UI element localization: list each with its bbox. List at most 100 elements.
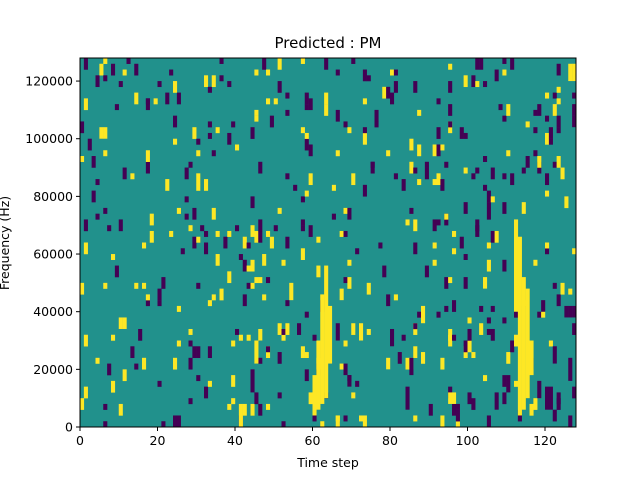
heatmap-cell <box>490 230 495 243</box>
heatmap-cell <box>494 69 499 82</box>
heatmap-cell <box>409 357 414 376</box>
heatmap-cell <box>331 213 336 220</box>
heatmap-cell <box>308 98 313 111</box>
heatmap-cell <box>486 190 491 203</box>
heatmap-cell <box>196 184 201 191</box>
heatmap-cell <box>335 150 340 157</box>
y-tick-label: 0 <box>65 420 73 435</box>
heatmap-cell <box>335 69 340 76</box>
heatmap-cell <box>246 242 251 249</box>
heatmap-cell <box>502 115 507 122</box>
heatmap-cell <box>304 92 309 105</box>
x-axis-label: Time step <box>296 455 359 470</box>
heatmap-cell <box>258 277 263 284</box>
heatmap-cell <box>153 98 158 105</box>
heatmap-cell <box>343 230 348 237</box>
heatmap-cell <box>211 207 216 220</box>
heatmap-cell <box>196 282 201 289</box>
heatmap-cell <box>145 98 150 105</box>
heatmap-cell <box>262 294 267 301</box>
heatmap-cell <box>285 109 290 116</box>
heatmap-cell <box>176 415 181 427</box>
heatmap-cell <box>196 138 201 145</box>
heatmap-cell <box>304 352 309 359</box>
heatmap-cell <box>479 305 484 312</box>
heatmap-cell <box>99 63 104 76</box>
heatmap-cell <box>145 294 150 301</box>
heatmap-cell <box>529 340 534 376</box>
heatmap-cell <box>300 196 305 203</box>
heatmap-cell <box>545 115 550 122</box>
heatmap-cell <box>103 207 108 214</box>
heatmap-cell <box>242 259 247 272</box>
heatmap-cell <box>502 58 507 64</box>
heatmap-cell <box>440 415 445 428</box>
heatmap-cell <box>386 150 391 157</box>
heatmap-cell <box>436 219 441 226</box>
heatmap-cell <box>386 294 391 307</box>
heatmap-cell <box>444 213 449 220</box>
heatmap-cell <box>204 179 209 191</box>
heatmap-cell <box>269 236 274 249</box>
heatmap-cell <box>277 352 282 364</box>
heatmap-cell <box>514 219 519 312</box>
x-tick-label: 120 <box>533 433 557 448</box>
heatmap-cell <box>545 190 550 197</box>
heatmap-cell <box>452 403 457 416</box>
heatmap-cell <box>452 300 457 312</box>
heatmap-cell <box>324 104 329 116</box>
heatmap-cell <box>552 409 557 422</box>
heatmap-cell <box>281 421 286 428</box>
heatmap-cell <box>514 380 519 387</box>
heatmap-cell <box>568 357 573 381</box>
heatmap-cell <box>347 207 352 220</box>
heatmap-cell <box>343 340 348 347</box>
heatmap-cell <box>107 225 112 232</box>
heatmap-cell <box>258 230 263 243</box>
y-axis-label: Frequency (Hz) <box>0 196 12 290</box>
heatmap-cell <box>452 334 457 341</box>
heatmap-cell <box>118 219 123 232</box>
y-axis: 0 20000 40000 60000 80000 100000 120000 <box>25 74 80 435</box>
heatmap-cell <box>83 386 88 399</box>
heatmap-cell <box>525 121 530 128</box>
heatmap-cell <box>145 161 150 174</box>
heatmap-cell <box>227 132 232 145</box>
heatmap-cell <box>552 282 557 289</box>
heatmap-cell <box>184 167 189 180</box>
heatmap-cell <box>572 323 577 335</box>
heatmap-cell <box>324 58 329 70</box>
heatmap-cell <box>556 294 561 307</box>
heatmap-cell <box>455 421 460 428</box>
heatmap-cell <box>483 277 488 289</box>
heatmap-cell <box>475 219 480 232</box>
heatmap-cell <box>390 69 395 76</box>
heatmap-cell <box>83 242 88 255</box>
heatmap-cell <box>258 403 263 416</box>
heatmap-cell <box>393 81 398 93</box>
heatmap-cell <box>246 334 251 341</box>
heatmap-cell <box>448 277 453 284</box>
heatmap-cell <box>355 248 360 255</box>
heatmap-cell <box>103 403 108 410</box>
heatmap-cell <box>386 86 391 99</box>
heatmap-cell <box>254 115 259 122</box>
heatmap-cell <box>537 104 542 116</box>
heatmap-cell <box>111 63 116 76</box>
heatmap-cell <box>122 167 127 180</box>
heatmap-cell <box>436 98 441 105</box>
heatmap-cell <box>413 415 418 422</box>
heatmap-cell <box>405 357 410 370</box>
heatmap-cell <box>126 58 131 64</box>
heatmap-cell <box>413 242 418 255</box>
heatmap-cell <box>490 196 495 203</box>
heatmap-cell <box>366 282 371 295</box>
heatmap-cell <box>211 294 216 301</box>
heatmap-cell <box>262 58 267 70</box>
heatmap-cell <box>312 375 317 416</box>
heatmap-cell <box>262 254 267 266</box>
heatmap-cell <box>351 173 356 186</box>
heatmap-cell <box>297 323 302 335</box>
heatmap-cell <box>285 173 290 180</box>
heatmap-cell <box>250 127 255 139</box>
